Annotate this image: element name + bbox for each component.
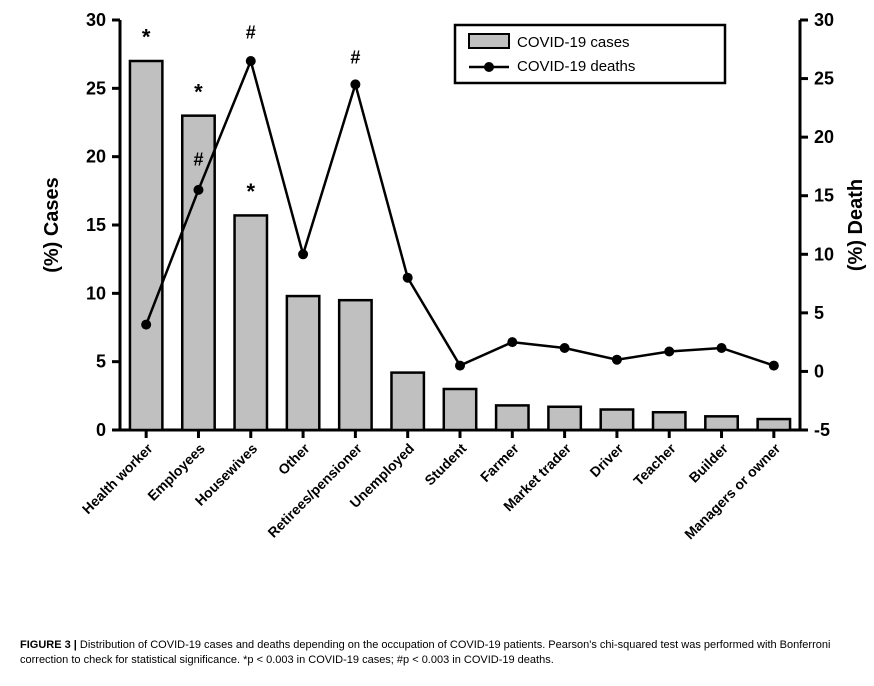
figure-text: Distribution of COVID-19 cases and death… [20,639,830,666]
svg-text:#: # [350,47,360,67]
svg-text:Health worker: Health worker [79,440,156,517]
svg-text:25: 25 [814,69,834,89]
svg-text:10: 10 [814,244,834,264]
svg-text:5: 5 [814,303,824,323]
figure-caption: FIGURE 3 | Distribution of COVID-19 case… [20,638,854,668]
svg-text:(%) Cases: (%) Cases [41,177,63,273]
svg-text:*: * [142,25,151,50]
svg-text:Builder: Builder [686,440,732,486]
svg-text:Retirees/pensioner: Retirees/pensioner [264,440,365,541]
svg-text:25: 25 [86,78,106,98]
svg-text:*: * [246,179,255,204]
svg-text:#: # [246,23,256,43]
figure-label: FIGURE 3 | [20,639,80,651]
svg-text:30: 30 [86,10,106,30]
svg-text:Teacher: Teacher [630,440,679,489]
svg-text:Farmer: Farmer [477,440,522,485]
svg-text:15: 15 [86,215,106,235]
svg-text:-5: -5 [814,420,830,440]
svg-text:COVID-19 cases: COVID-19 cases [517,34,630,51]
svg-text:30: 30 [814,10,834,30]
svg-text:0: 0 [96,420,106,440]
svg-text:Other: Other [275,440,313,478]
svg-text:20: 20 [814,127,834,147]
svg-text:COVID-19 deaths: COVID-19 deaths [517,58,635,75]
occupation-chart: 051015202530-5051015202530Health workerE… [0,0,874,686]
svg-text:Managers or owner: Managers or owner [681,440,783,542]
svg-text:#: # [193,149,203,169]
svg-text:15: 15 [814,186,834,206]
svg-text:*: * [194,79,203,104]
svg-text:20: 20 [86,147,106,167]
svg-text:10: 10 [86,283,106,303]
svg-text:0: 0 [814,361,824,381]
svg-text:Student: Student [421,440,469,488]
svg-text:(%) Death: (%) Death [845,179,867,271]
svg-text:5: 5 [96,352,106,372]
svg-text:Driver: Driver [586,440,626,480]
